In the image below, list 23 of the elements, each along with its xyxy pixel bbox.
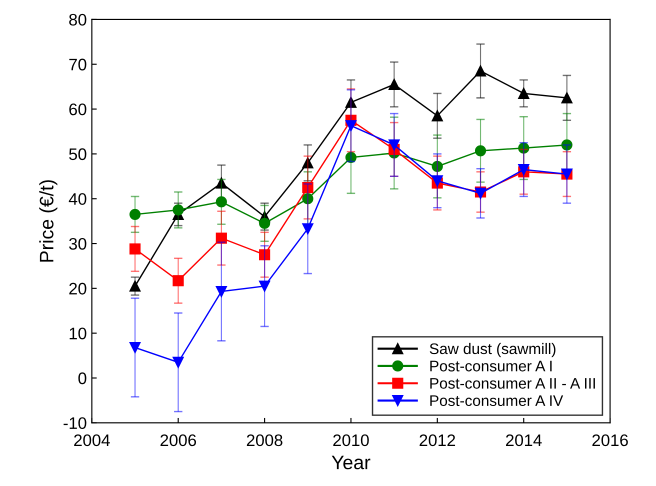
y-tick-label: 10 bbox=[70, 328, 86, 340]
x-tick-label: 2008 bbox=[246, 434, 282, 446]
x-tick-label: 2014 bbox=[506, 434, 542, 446]
x-axis-title: Year bbox=[332, 456, 370, 470]
y-tick-label: 20 bbox=[69, 282, 86, 295]
y-tick-label: 30 bbox=[69, 238, 86, 250]
x-tick-label: 2016 bbox=[592, 434, 628, 446]
x-tick-label: 2010 bbox=[333, 434, 369, 446]
y-tick-label: 0 bbox=[78, 372, 86, 384]
y-tick-label: 80 bbox=[69, 14, 86, 26]
y-tick-label: 40 bbox=[68, 193, 86, 205]
legend-label: Post-consumer A II - A III bbox=[430, 378, 595, 389]
legend-label: Saw dust (sawmill) bbox=[430, 342, 556, 358]
x-tick-label: 2006 bbox=[160, 434, 196, 446]
y-tick-label: 50 bbox=[69, 148, 86, 160]
legend-label: Post-consumer A IV bbox=[430, 395, 564, 406]
y-axis-title: Price (€/t) bbox=[39, 180, 58, 262]
x-tick-label: 2012 bbox=[420, 434, 456, 446]
y-tick-label: 70 bbox=[69, 58, 86, 70]
legend-label: Post-consumer A I bbox=[430, 360, 552, 372]
y-tick-label: -10 bbox=[64, 417, 86, 430]
y-tick-label: 60 bbox=[69, 103, 86, 116]
x-tick-label: 2004 bbox=[74, 434, 110, 446]
